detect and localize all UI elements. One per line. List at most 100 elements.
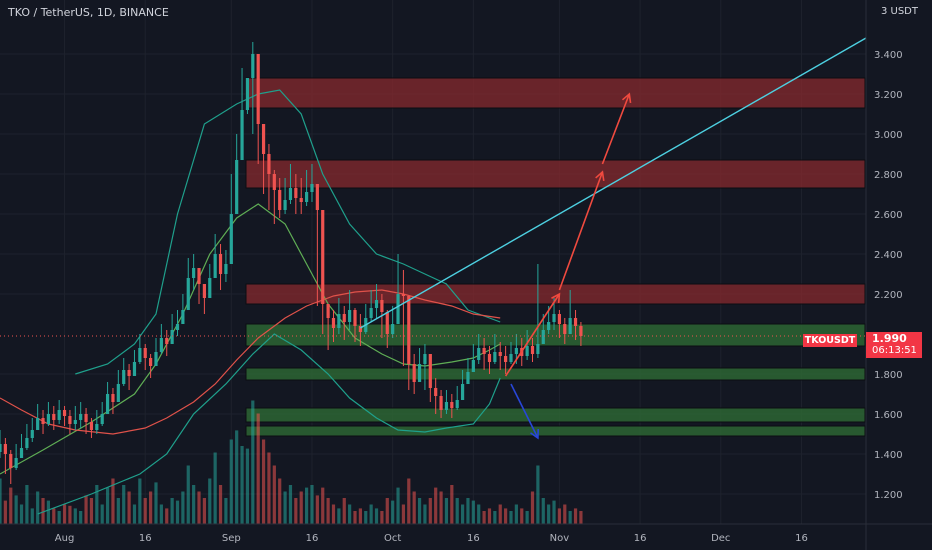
volume-bar — [224, 498, 228, 524]
candle-body — [423, 354, 427, 364]
candle-body — [541, 330, 545, 344]
candle-body — [46, 414, 51, 424]
candle-body — [122, 370, 126, 384]
candle-body — [304, 192, 309, 202]
volume-bar — [509, 511, 513, 524]
candle-body — [251, 54, 255, 78]
volume-bar — [579, 511, 583, 524]
candle-body — [159, 338, 163, 352]
candle-body — [57, 410, 61, 420]
candle-body — [127, 370, 131, 376]
candle-body — [396, 294, 400, 324]
volume-bar — [557, 508, 562, 524]
volume-bar — [364, 511, 368, 524]
candle-body — [208, 278, 212, 298]
resistance-zone — [245, 77, 866, 109]
volume-bar — [407, 478, 411, 524]
volume-bar — [111, 478, 115, 524]
time-tick-label: 16 — [306, 533, 319, 544]
candle-body — [380, 300, 384, 312]
volume-bar — [337, 508, 341, 524]
volume-bar — [520, 508, 524, 524]
volume-bar — [401, 504, 406, 524]
candle-body — [197, 268, 201, 284]
candle-body — [385, 312, 389, 334]
candle-body — [272, 174, 276, 190]
volume-bar — [143, 498, 147, 524]
candle-body — [466, 372, 470, 384]
candle-body — [358, 326, 362, 332]
volume-bar — [229, 439, 233, 524]
candle-body — [331, 318, 336, 328]
resistance-zone — [245, 159, 866, 189]
candle-body — [348, 310, 352, 322]
volume-bar — [165, 508, 169, 524]
time-tick-label: Oct — [384, 533, 401, 544]
candle-body — [568, 318, 572, 334]
candle-body — [563, 324, 567, 334]
projection-arrow — [510, 383, 539, 439]
price-tick-label: 3.200 — [874, 90, 903, 101]
volume-bar — [304, 487, 309, 524]
volume-bar — [487, 508, 492, 524]
candle-body — [482, 348, 486, 354]
candle-body — [256, 54, 260, 124]
volume-bar — [428, 498, 432, 524]
volume-bar — [73, 508, 77, 524]
candle-body — [68, 416, 72, 424]
candle-body — [41, 418, 45, 424]
volume-bar — [299, 491, 303, 524]
candle-body — [552, 314, 556, 322]
support-zone — [245, 407, 866, 423]
volume-bar — [482, 511, 486, 524]
volume-bar — [218, 485, 223, 524]
projection-arrowhead — [551, 292, 561, 304]
candle-body — [310, 184, 314, 192]
price-tick-label: 1.400 — [874, 450, 903, 461]
candle-body — [428, 354, 432, 388]
volume-bar — [251, 400, 255, 524]
volume-bar — [439, 491, 443, 524]
candle-body — [278, 190, 282, 210]
volume-bar — [385, 498, 389, 524]
volume-bar — [498, 504, 502, 524]
volume-bar — [127, 491, 131, 524]
volume-bar — [19, 504, 24, 524]
candle-body — [579, 326, 583, 336]
resistance-zone — [245, 283, 866, 305]
volume-bar — [9, 487, 13, 524]
candle-body — [417, 364, 422, 382]
volume-bar — [374, 508, 379, 524]
candle-body — [202, 284, 206, 298]
candle-body — [391, 324, 395, 334]
volume-bar — [100, 504, 104, 524]
candle-body — [573, 318, 578, 326]
volume-bar — [208, 478, 212, 524]
candle-body — [79, 414, 83, 420]
price-tick-label: 3.000 — [874, 130, 903, 141]
candle-body — [471, 360, 475, 372]
volume-bar — [197, 491, 201, 524]
candle-body — [439, 396, 443, 410]
volume-bar — [326, 498, 330, 524]
time-tick-label: Dec — [711, 533, 730, 544]
price-axis-panel — [866, 0, 932, 550]
candle-body — [530, 346, 535, 354]
candle-body — [315, 184, 319, 210]
support-zone — [245, 367, 866, 381]
candle-body — [374, 300, 379, 308]
candle-body — [229, 214, 233, 264]
volume-bar — [89, 498, 94, 524]
candle-body — [165, 338, 169, 344]
volume-bar — [342, 498, 346, 524]
candle-body — [89, 422, 94, 430]
volume-bar — [240, 446, 244, 524]
candle-body — [450, 402, 454, 408]
ticker-badge: TKOUSDT — [803, 334, 857, 347]
symbol-title: TKO / TetherUS, 1D, BINANCE — [8, 6, 169, 19]
candle-body — [342, 314, 346, 322]
candle-body — [283, 200, 287, 210]
candle-body — [288, 188, 293, 200]
volume-bar — [149, 491, 153, 524]
